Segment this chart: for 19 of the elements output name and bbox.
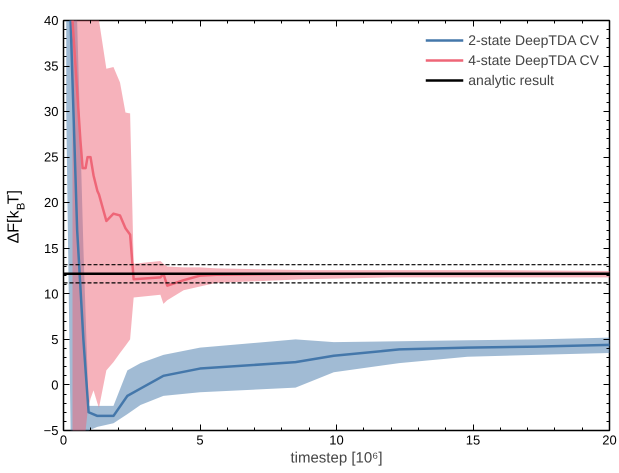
y-tick-label: −5 bbox=[44, 423, 59, 438]
y-tick-label: 40 bbox=[44, 13, 59, 28]
legend-label: 4-state DeepTDA CV bbox=[468, 51, 599, 69]
legend-label: analytic result bbox=[468, 71, 554, 89]
y-axis-title: ΔF[kBT] bbox=[6, 190, 28, 244]
x-tick-label: 5 bbox=[196, 432, 204, 448]
y-tick-label: 5 bbox=[51, 332, 59, 347]
x-axis-title: timestep [10⁶] bbox=[290, 450, 383, 466]
y-tick-label: 0 bbox=[51, 377, 59, 392]
y-tick-label: 15 bbox=[44, 240, 59, 256]
x-tick-label: 10 bbox=[329, 432, 344, 448]
y-tick-label: 10 bbox=[44, 286, 59, 302]
y-tick-label: 30 bbox=[44, 104, 59, 120]
legend-label: 2-state DeepTDA CV bbox=[468, 31, 599, 49]
y-tick-label: 25 bbox=[44, 150, 59, 165]
y-tick-label: 20 bbox=[44, 195, 59, 210]
x-tick-label: 15 bbox=[466, 432, 480, 448]
x-tick-label: 20 bbox=[602, 432, 617, 448]
y-tick-label: 35 bbox=[44, 58, 59, 74]
